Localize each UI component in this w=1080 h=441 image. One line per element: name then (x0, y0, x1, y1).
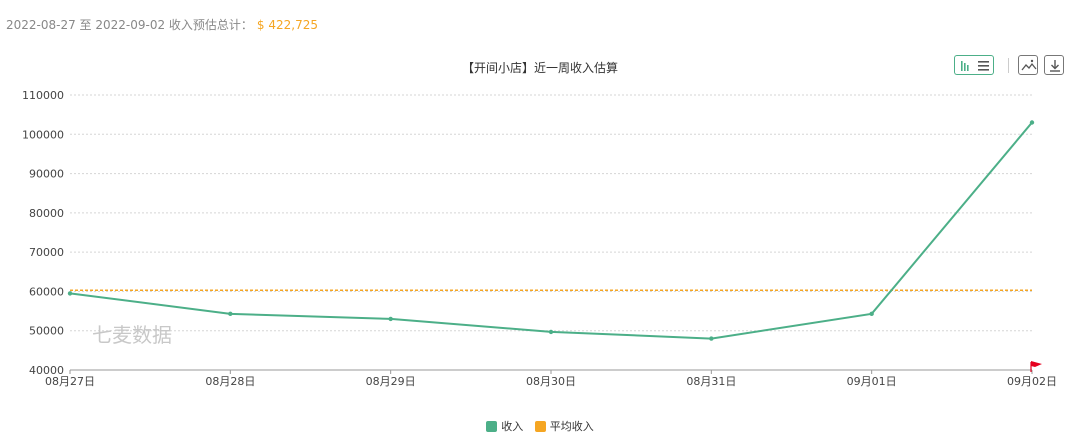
x-tick-label: 08月28日 (205, 375, 255, 388)
x-tick-label: 08月31日 (686, 375, 736, 388)
legend-item-income[interactable]: 收入 (486, 418, 523, 434)
legend-item-average[interactable]: 平均收入 (534, 418, 594, 434)
bar-chart-icon[interactable] (954, 55, 974, 75)
summary-range-text: 2022-08-27 至 2022-09-02 收入预估总计： (6, 18, 253, 32)
x-tick-label: 08月27日 (45, 375, 95, 388)
legend-label-income: 收入 (501, 420, 524, 433)
flag-icon (1030, 361, 1042, 372)
legend-swatch-income (486, 420, 498, 432)
y-tick-label: 50000 (29, 325, 64, 338)
series-line-income (69, 121, 1033, 340)
y-axis: 110000 100000 90000 80000 70000 60000 50000 400… (22, 89, 64, 377)
data-point-income[interactable] (1029, 120, 1035, 125)
download-icon[interactable] (1044, 55, 1064, 75)
summary-total: $ 422,725 (256, 18, 318, 32)
data-point-income[interactable] (548, 329, 554, 335)
chart-title: 【开间小店】近一周收入估算 (461, 61, 618, 75)
x-tick-label: 09月01日 (847, 375, 897, 388)
y-tick-label: 80000 (29, 207, 64, 220)
list-icon[interactable] (974, 55, 994, 75)
series-layer (67, 120, 1035, 341)
y-tick-label: 100000 (22, 128, 64, 141)
y-tick-label: 110000 (22, 89, 64, 102)
x-tick-label: 08月29日 (366, 375, 416, 388)
image-icon[interactable] (1018, 55, 1038, 75)
data-point-income[interactable] (388, 316, 393, 322)
data-point-income[interactable] (709, 336, 714, 341)
y-tick-label: 40000 (29, 364, 64, 377)
y-tick-label: 60000 (29, 285, 64, 298)
x-axis: 08月27日 08月28日 08月29日 08月30日 08月31日 09月01日 09月0… (45, 369, 1057, 388)
grid-lines (70, 94, 1032, 332)
legend: 收入 平均收入 (0, 418, 1080, 435)
x-tick-label: 09月02日 (1007, 375, 1057, 388)
legend-swatch-average (534, 420, 546, 432)
data-point-income[interactable] (228, 311, 233, 317)
legend-label-average: 平均收入 (549, 420, 594, 433)
toolbar-divider (1008, 58, 1009, 73)
summary-line: 2022-08-27 至 2022-09-02 收入预估总计： $ 422,725 (6, 16, 318, 33)
x-tick-label: 08月30日 (526, 375, 576, 388)
y-tick-label: 90000 (29, 168, 64, 181)
data-point-income[interactable] (67, 291, 73, 296)
y-tick-label: 70000 (29, 246, 64, 259)
data-point-income[interactable] (869, 311, 874, 317)
watermark: 七麦数据 (92, 323, 172, 347)
